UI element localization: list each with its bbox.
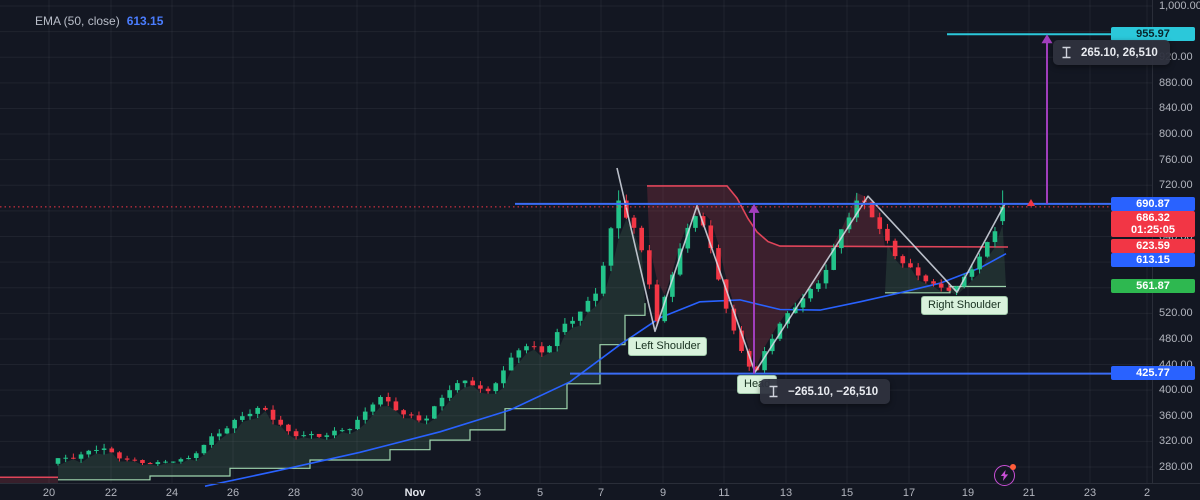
notification-dot <box>1010 464 1016 470</box>
time-axis[interactable]: 20 22 24 26 28 30 Nov 3 5 7 9 11 13 15 17 19 21 23 2 <box>0 483 1200 500</box>
ruler-icon <box>769 385 778 398</box>
price-tag-686.32: 686.32 01:25:05 <box>1111 211 1195 237</box>
supertrend-red-line <box>647 185 1009 248</box>
ema-legend-value: 613.15 <box>126 14 164 28</box>
price-axis-label: 720.00 <box>1159 179 1193 192</box>
price-axis-label: 400.00 <box>1159 384 1193 397</box>
time-axis-label-21: 21 <box>1022 487 1036 499</box>
price-axis-label: 880.00 <box>1159 76 1193 89</box>
price-tag-690.87: 690.87 <box>1111 197 1195 211</box>
lightning-button[interactable] <box>994 464 1016 486</box>
price-tag-613.15: 613.15 <box>1111 253 1195 267</box>
indicator-legend[interactable]: EMA (50, close) 613.15 <box>35 14 163 28</box>
supertrend-green-fill-left <box>58 219 645 480</box>
supertrend-green-fill-right <box>885 225 1006 296</box>
time-axis-label-24: 24 <box>165 487 179 499</box>
price-tag-561.87: 561.87 <box>1111 279 1195 293</box>
range-tool-arrowhead-0 <box>1041 34 1053 44</box>
time-axis-label-19: 19 <box>961 487 975 499</box>
left-shoulder-label[interactable]: Left Shoulder <box>628 337 708 356</box>
price-range-value-up: 265.10, 26,510 <box>1081 46 1158 59</box>
ema-line <box>204 252 1007 487</box>
price-axis-label: 520.00 <box>1159 307 1193 320</box>
range-tool-arrowhead-1 <box>748 203 760 213</box>
price-tag-425.77: 425.77 <box>1111 366 1195 380</box>
price-axis-label: 360.00 <box>1159 409 1193 422</box>
price-range-box-up[interactable]: 265.10, 26,510 <box>1053 40 1170 65</box>
supertrend-green-line-left <box>58 303 646 481</box>
price-axis-label: 480.00 <box>1159 332 1193 345</box>
price-marker <box>1027 199 1035 206</box>
price-axis-label: 800.00 <box>1159 128 1193 141</box>
lightning-icon <box>1000 470 1009 481</box>
price-tag-623.59: 623.59 <box>1111 239 1195 253</box>
right-shoulder-label[interactable]: Right Shoulder <box>921 296 1008 315</box>
supertrend-red-stub-fill <box>0 477 58 484</box>
time-axis-label-20: 20 <box>42 487 56 499</box>
time-axis-label-28: 28 <box>287 487 301 499</box>
time-axis-label-15: 15 <box>840 487 854 499</box>
price-axis-label: 1,000.00 <box>1159 0 1200 12</box>
time-axis-label-17: 17 <box>902 487 916 499</box>
time-axis-label-9: 9 <box>659 487 667 499</box>
grid <box>0 0 1152 483</box>
time-axis-label-22: 22 <box>104 487 118 499</box>
time-axis-label-23: 23 <box>1083 487 1097 499</box>
time-axis-label-30: 30 <box>350 487 364 499</box>
time-axis-label-26: 26 <box>226 487 240 499</box>
price-range-value-down: −265.10, −26,510 <box>788 385 879 398</box>
time-axis-label-5: 5 <box>536 487 544 499</box>
time-axis-label-11: 11 <box>718 487 730 499</box>
ruler-icon <box>1062 46 1071 59</box>
time-axis-label-3: 3 <box>474 487 482 499</box>
ema-legend-label: EMA (50, close) <box>35 14 120 28</box>
time-axis-label-7: 7 <box>597 487 605 499</box>
price-axis-label: 320.00 <box>1159 435 1193 448</box>
time-axis-label-13: 13 <box>779 487 793 499</box>
time-axis-label-Nov: Nov <box>404 487 426 499</box>
price-tag-955.97: 955.97 <box>1111 27 1195 41</box>
price-range-box-down[interactable]: −265.10, −26,510 <box>760 379 891 404</box>
time-axis-label-2: 2 <box>1143 487 1151 499</box>
price-axis-label: 840.00 <box>1159 102 1193 115</box>
price-axis[interactable]: 280.00 320.00 360.00 400.00 440.00 480.00 520.… <box>1111 0 1200 483</box>
price-axis-label: 760.00 <box>1159 153 1193 166</box>
price-axis-label: 280.00 <box>1159 461 1193 473</box>
candles <box>55 190 1005 467</box>
supertrend-red-fill <box>647 185 885 366</box>
